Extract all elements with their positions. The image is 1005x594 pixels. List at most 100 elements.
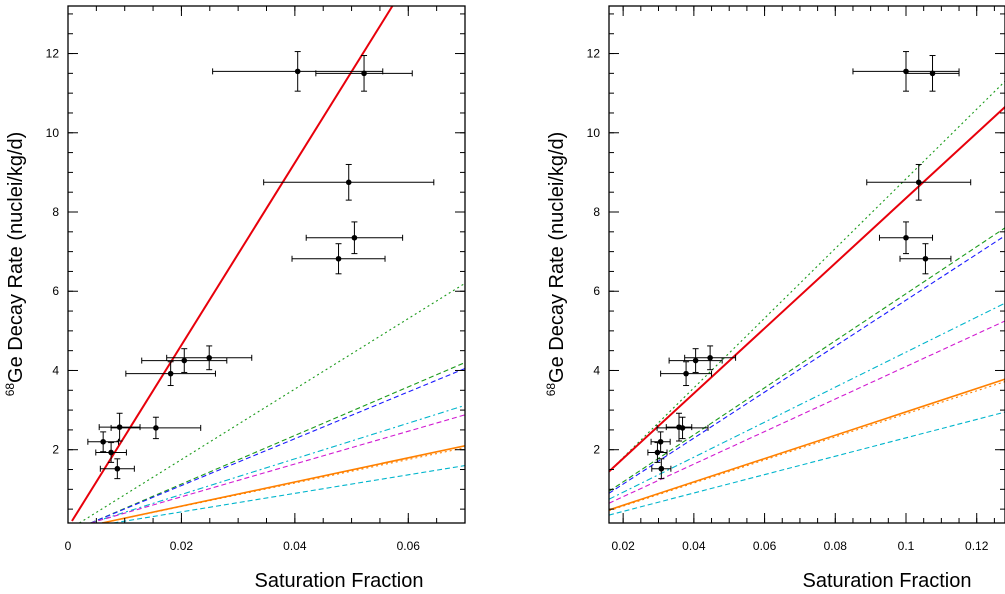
model-line-2 [90, 362, 465, 523]
model-line-6 [609, 378, 1005, 511]
x-tick-label: 0.04 [682, 539, 706, 553]
y-axis-label-superscript: 68 [544, 383, 558, 397]
model-line-3 [609, 235, 1005, 494]
axis-ticks [67, 6, 466, 523]
y-axis-label-superscript: 68 [3, 383, 17, 397]
data-marker [167, 370, 174, 377]
data-marker [929, 70, 936, 77]
y-tick-label: 2 [52, 443, 59, 457]
data-point-6 [668, 348, 723, 373]
y-tick-label: 8 [52, 205, 59, 219]
y-tick-label: 2 [593, 443, 600, 457]
data-point-5 [684, 345, 737, 371]
plot-frame [67, 5, 466, 524]
x-tick-label: 0.02 [170, 539, 194, 553]
data-point-4 [291, 243, 386, 275]
model-line-5 [90, 414, 465, 523]
data-point-10 [650, 431, 671, 453]
data-marker [153, 425, 159, 431]
data-point-5 [166, 345, 253, 371]
model-line-5 [609, 320, 1005, 504]
x-tick-label: 0.06 [397, 539, 421, 553]
data-point-11 [647, 442, 668, 463]
data-point-9 [665, 412, 693, 442]
model-line-8 [609, 411, 1005, 516]
model-line-7 [609, 381, 1005, 512]
data-marker [108, 449, 114, 456]
data-marker [676, 424, 682, 430]
model-lines [71, 6, 465, 523]
data-point-10 [87, 431, 119, 453]
model-line-4 [609, 302, 1005, 500]
model-line-3 [90, 367, 465, 523]
data-marker [116, 424, 123, 430]
data-marker [361, 70, 367, 77]
data-marker [903, 234, 909, 241]
data-point-0 [212, 51, 384, 92]
x-tick-label: 0.1 [898, 539, 915, 553]
y-tick-label: 6 [593, 284, 600, 298]
y-tick-label: 10 [46, 126, 60, 140]
data-marker [294, 68, 301, 75]
data-marker [683, 370, 689, 377]
data-point-9 [98, 412, 141, 442]
data-point-2 [866, 163, 972, 201]
data-marker [657, 438, 664, 445]
data-point-4 [899, 243, 952, 275]
model-lines [609, 80, 1005, 516]
data-marker [100, 438, 106, 445]
y-tick-label: 6 [52, 284, 59, 298]
data-marker [922, 255, 929, 262]
data-point-1 [905, 55, 960, 92]
data-point-3 [305, 221, 404, 255]
data-marker [692, 357, 699, 364]
data-point-2 [263, 163, 435, 201]
data-marker [654, 449, 661, 456]
data-points [87, 51, 435, 480]
right-plot: 0.02 0.04 0.06 0.08 0.1 0.1224681012Saturatio… [544, 5, 1005, 592]
data-marker [707, 354, 713, 361]
data-point-12 [651, 458, 672, 480]
data-marker [335, 255, 342, 262]
data-point-1 [315, 55, 413, 92]
data-point-7 [660, 361, 713, 387]
axis-ticks [609, 6, 1005, 523]
data-marker [206, 354, 213, 361]
x-tick-label: 0.08 [824, 539, 848, 553]
x-tick-label: 0.04 [283, 539, 307, 553]
data-marker [181, 357, 188, 364]
model-line-2 [609, 227, 1005, 492]
y-tick-label: 4 [593, 363, 600, 377]
y-axis-label: 68Ge Decay Rate (nuclei/kg/d) [544, 132, 568, 397]
y-tick-label: 4 [52, 363, 59, 377]
data-point-3 [878, 221, 934, 255]
model-line-0 [71, 6, 394, 522]
data-marker [345, 179, 352, 186]
data-point-12 [99, 458, 135, 480]
data-point-8 [110, 416, 202, 440]
plot-frame [608, 5, 1005, 524]
model-line-7 [101, 447, 465, 523]
y-axis-label-text: Ge Decay Rate (nuclei/kg/d) [546, 132, 568, 383]
model-line-1 [79, 282, 465, 523]
model-line-4 [90, 404, 465, 523]
data-marker [658, 465, 665, 472]
model-line-0 [609, 80, 1005, 472]
data-marker [351, 234, 358, 241]
x-tick-label: 0.06 [753, 539, 777, 553]
data-point-6 [141, 348, 228, 373]
x-tick-label: 0 [65, 539, 72, 553]
y-tick-label: 10 [587, 126, 601, 140]
y-axis-label: 68Ge Decay Rate (nuclei/kg/d) [3, 132, 27, 397]
y-tick-label: 8 [593, 205, 600, 219]
data-point-7 [125, 361, 216, 387]
data-marker [915, 179, 922, 186]
model-line-1 [609, 106, 1005, 473]
x-axis-label: Saturation Fraction [255, 570, 424, 592]
x-tick-label: 0.02 [611, 539, 635, 553]
x-axis-label: Saturation Fraction [803, 570, 972, 592]
y-tick-label: 12 [587, 47, 601, 61]
model-line-8 [113, 465, 465, 523]
